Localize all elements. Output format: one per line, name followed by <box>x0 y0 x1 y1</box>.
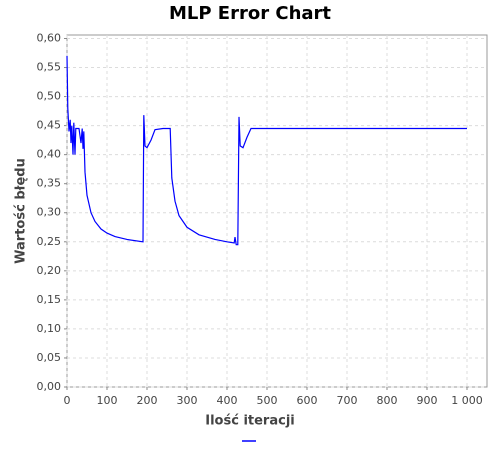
y-tick-label: 0,05 <box>37 351 62 364</box>
y-tick-label: 0,25 <box>37 235 62 248</box>
x-tick-label: 500 <box>257 394 278 407</box>
x-tick-label: 700 <box>337 394 358 407</box>
x-tick-label: 900 <box>417 394 438 407</box>
y-tick-label: 0,15 <box>37 293 62 306</box>
y-tick-label: 0,10 <box>37 322 62 335</box>
y-tick-label: 0,50 <box>37 90 62 103</box>
x-axis-label: Ilość iteracji <box>205 414 294 429</box>
y-tick-label: 0,60 <box>37 31 62 44</box>
plot-area <box>66 34 488 388</box>
x-tick-label: 200 <box>137 394 158 407</box>
chart-title: MLP Error Chart <box>169 3 331 24</box>
y-tick-label: 0,00 <box>37 380 62 393</box>
x-tick-label: 1 000 <box>451 394 483 407</box>
x-tick-label: 400 <box>217 394 238 407</box>
y-tick-label: 0,35 <box>37 177 62 190</box>
x-tick-label: 100 <box>97 394 118 407</box>
y-tick-label: 0,30 <box>37 206 62 219</box>
y-tick-label: 0,40 <box>37 148 62 161</box>
x-tick-label: 600 <box>297 394 318 407</box>
x-tick-label: 800 <box>377 394 398 407</box>
x-tick-label: 0 <box>64 394 71 407</box>
y-tick-label: 0,45 <box>37 119 62 132</box>
y-axis-label: Wartość błędu <box>14 158 29 264</box>
y-tick-label: 0,55 <box>37 61 62 74</box>
x-tick-label: 300 <box>177 394 198 407</box>
series-line <box>66 55 467 246</box>
y-tick-label: 0,20 <box>37 264 62 277</box>
